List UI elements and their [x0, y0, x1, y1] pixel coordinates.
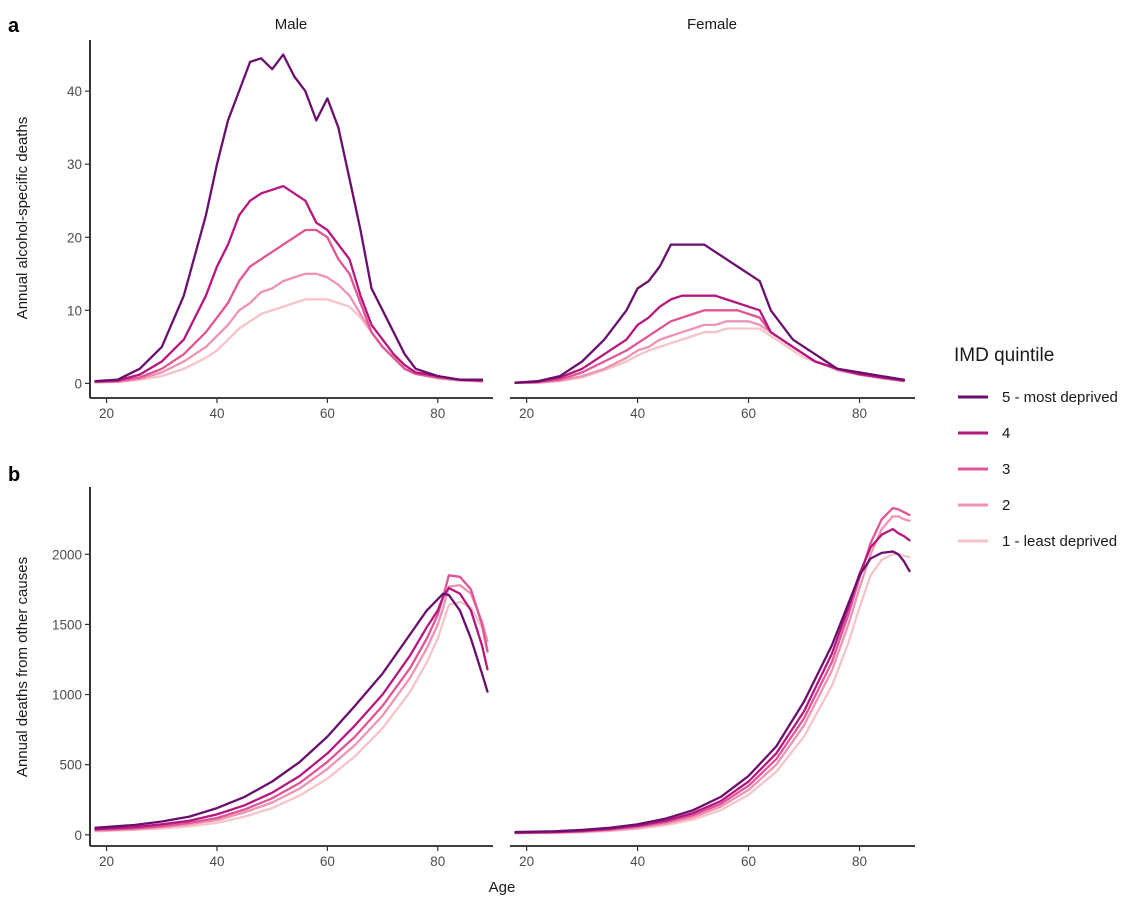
series-line-b-male-q1 — [94, 600, 489, 833]
y-tick-label-a-2: 20 — [67, 230, 82, 245]
x-tick-label-b-female-1: 40 — [630, 854, 645, 869]
x-tick-label-b-female-3: 80 — [852, 854, 867, 869]
labels-layer: Male Female a b Annual alcohol-specific … — [8, 15, 737, 896]
series-line-a-female-q5 — [514, 243, 906, 384]
series-layer — [94, 53, 911, 835]
x-tick-label-a-female-2: 60 — [741, 406, 756, 421]
x-tick-label-b-male-2: 60 — [320, 854, 335, 869]
series-line-b-male-q3 — [94, 574, 489, 832]
series-line-a-male-q5 — [94, 53, 484, 383]
series-line-a-male-q4 — [94, 184, 484, 383]
y-tick-label-a-1: 10 — [67, 303, 82, 318]
y-tick-label-b-1: 500 — [59, 758, 82, 773]
legend-title: IMD quintile — [954, 345, 1054, 366]
legend: IMD quintile 5 - most deprived 4 3 2 1 - lea… — [954, 345, 1118, 550]
series-line-b-female-q5 — [514, 550, 911, 834]
x-tick-label-a-female-3: 80 — [852, 406, 867, 421]
panel-letter-b: b — [8, 464, 20, 486]
series-line-b-male-q2 — [94, 584, 489, 832]
y-tick-label-a-0: 0 — [74, 376, 82, 391]
x-tick-label-a-male-1: 40 — [209, 406, 224, 421]
facet-label-male: Male — [275, 16, 308, 33]
series-line-a-male-q3 — [94, 228, 484, 384]
x-tick-label-b-male-1: 40 — [209, 854, 224, 869]
y-tick-label-b-0: 0 — [74, 828, 82, 843]
panel-letter-a: a — [8, 15, 20, 37]
x-tick-label-a-male-3: 80 — [430, 406, 445, 421]
x-tick-label-a-female-1: 40 — [630, 406, 645, 421]
series-line-b-male-q5 — [94, 592, 489, 829]
x-tick-label-a-female-0: 20 — [519, 406, 534, 421]
y-axis-title-a: Annual alcohol-specific deaths — [14, 117, 31, 320]
legend-label-0: 5 - most deprived — [1002, 389, 1118, 406]
y-tick-label-a-3: 30 — [67, 157, 82, 172]
series-line-a-female-q4 — [514, 294, 906, 384]
x-tick-label-a-male-2: 60 — [320, 406, 335, 421]
facet-label-female: Female — [687, 16, 737, 33]
axes-layer: 0 10 20 30 40 20 40 60 80 20 40 60 80 0 500 1000 1500 200… — [52, 40, 915, 869]
x-tick-label-b-male-3: 80 — [430, 854, 445, 869]
x-tick-label-b-female-0: 20 — [519, 854, 534, 869]
x-tick-label-b-male-0: 20 — [99, 854, 114, 869]
y-tick-label-b-4: 2000 — [52, 547, 82, 562]
x-tick-label-b-female-2: 60 — [741, 854, 756, 869]
series-line-b-female-q3 — [514, 506, 911, 834]
series-line-a-male-q1 — [94, 298, 484, 384]
legend-label-3: 2 — [1002, 497, 1010, 514]
x-tick-label-a-male-0: 20 — [99, 406, 114, 421]
series-line-b-female-q2 — [514, 515, 911, 835]
series-line-b-male-q4 — [94, 586, 489, 831]
series-line-a-female-q2 — [514, 320, 906, 384]
y-tick-label-b-2: 1000 — [52, 688, 82, 703]
y-tick-label-b-3: 1500 — [52, 617, 82, 632]
legend-label-2: 3 — [1002, 461, 1010, 478]
y-axis-title-b: Annual deaths from other causes — [14, 557, 31, 777]
x-axis-title: Age — [489, 879, 516, 896]
legend-label-1: 4 — [1002, 425, 1010, 442]
legend-label-4: 1 - least deprived — [1002, 533, 1117, 550]
y-tick-label-a-4: 40 — [67, 84, 82, 99]
series-line-b-female-q4 — [514, 527, 911, 834]
